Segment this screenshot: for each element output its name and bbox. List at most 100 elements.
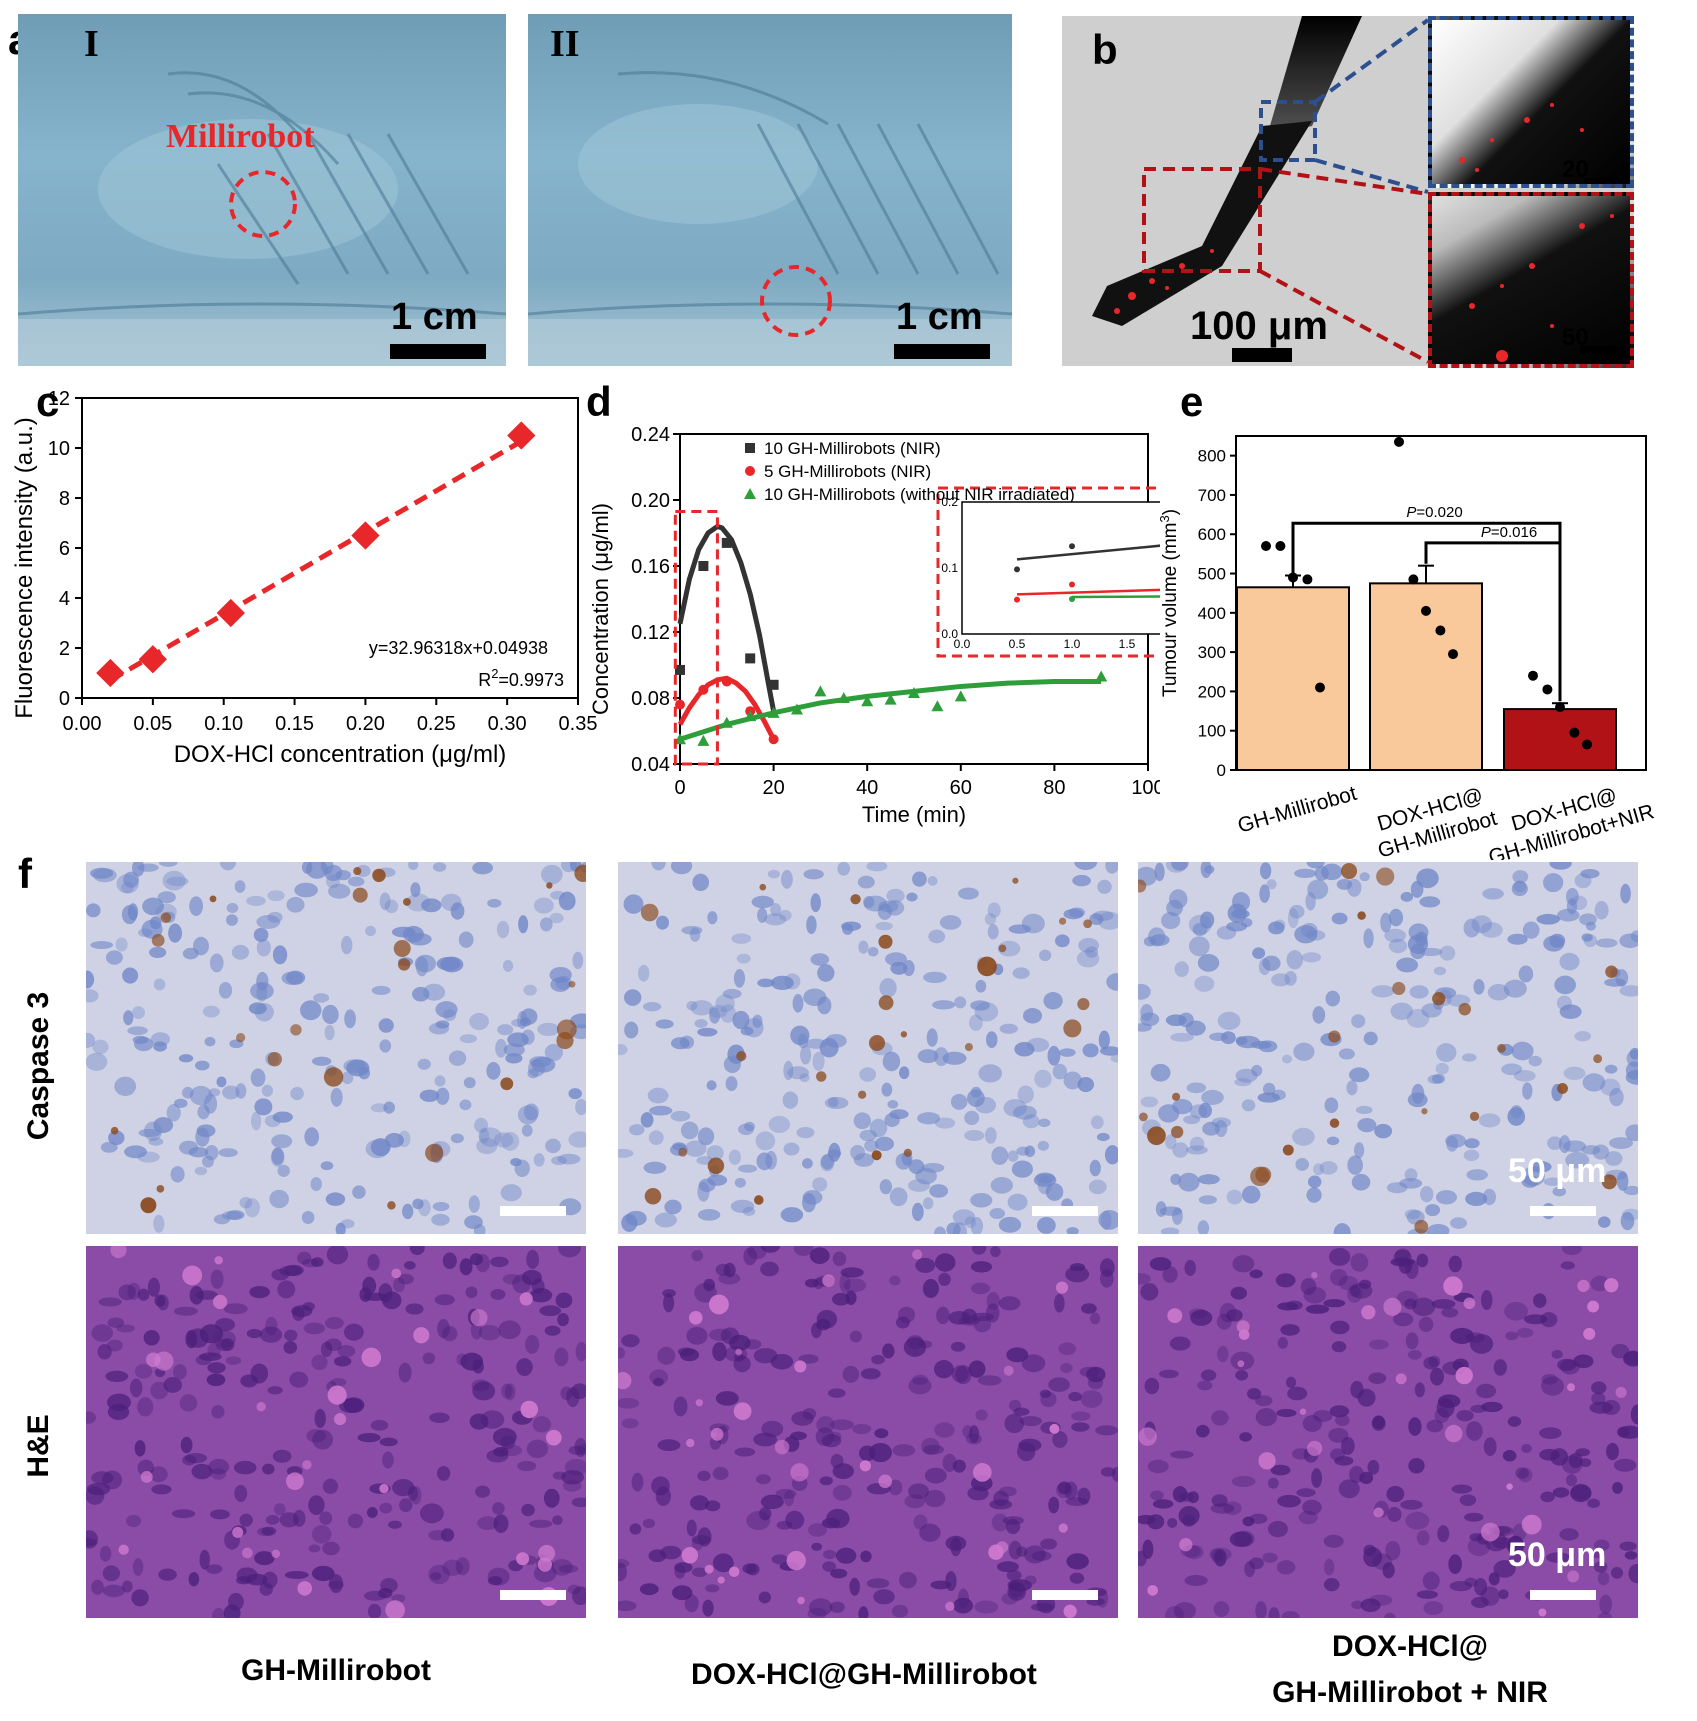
cell-nucleus bbox=[429, 1412, 450, 1424]
cell-nucleus bbox=[1331, 1341, 1347, 1353]
cell-nucleus bbox=[1022, 1008, 1043, 1024]
cell-nucleus bbox=[1211, 1117, 1231, 1128]
cell-nucleus bbox=[442, 1559, 464, 1576]
stained-spot bbox=[1376, 867, 1395, 886]
inset-y-tick-label: 0.1 bbox=[941, 561, 958, 575]
stroma-spot bbox=[681, 1547, 699, 1564]
inset-x-tick-label: 1.5 bbox=[1119, 637, 1136, 651]
cell-nucleus bbox=[680, 1121, 699, 1140]
cell-nucleus bbox=[879, 978, 897, 998]
cell-nucleus bbox=[1561, 1455, 1583, 1474]
cell-nucleus bbox=[686, 1519, 697, 1537]
cell-nucleus bbox=[1155, 1201, 1167, 1217]
cell-nucleus bbox=[209, 953, 224, 973]
cell-nucleus bbox=[1077, 1077, 1095, 1093]
cell-nucleus bbox=[256, 914, 281, 929]
cell-nucleus bbox=[923, 971, 947, 984]
cell-nucleus bbox=[207, 1342, 221, 1358]
cell-nucleus bbox=[475, 1485, 490, 1498]
cell-nucleus bbox=[313, 993, 330, 1003]
cell-nucleus bbox=[325, 1065, 338, 1077]
cell-nucleus bbox=[926, 1028, 938, 1047]
cell-nucleus bbox=[712, 1466, 729, 1481]
stained-spot bbox=[1414, 1219, 1429, 1234]
cell-nucleus bbox=[1259, 884, 1270, 903]
cell-nucleus bbox=[1579, 913, 1597, 926]
stroma-spot bbox=[361, 1347, 382, 1368]
cell-nucleus bbox=[723, 1055, 741, 1074]
x-category-label: GH-Millirobot bbox=[1235, 782, 1359, 838]
cell-nucleus bbox=[706, 1145, 724, 1161]
cell-nucleus bbox=[1262, 1552, 1278, 1563]
cell-nucleus bbox=[974, 1002, 999, 1022]
cell-nucleus bbox=[939, 915, 962, 930]
cell-nucleus bbox=[1351, 1600, 1364, 1610]
cell-nucleus bbox=[1214, 1120, 1228, 1137]
stroma-spot bbox=[413, 1327, 430, 1344]
microscope-drawing bbox=[1092, 16, 1430, 364]
cell-nucleus bbox=[1405, 1332, 1419, 1350]
caspase3-image bbox=[618, 862, 1118, 1234]
cell-nucleus bbox=[1039, 1389, 1052, 1398]
cell-nucleus bbox=[1371, 985, 1395, 998]
cell-nucleus bbox=[277, 1280, 296, 1299]
cell-nucleus bbox=[1159, 1206, 1183, 1216]
cell-nucleus bbox=[1407, 1349, 1422, 1360]
cell-nucleus bbox=[324, 1316, 344, 1330]
cell-nucleus bbox=[558, 891, 576, 911]
cell-nucleus bbox=[1277, 1494, 1301, 1508]
cell-nucleus bbox=[1467, 1536, 1491, 1557]
cell-nucleus bbox=[655, 1486, 671, 1506]
cell-nucleus bbox=[911, 1202, 924, 1222]
stroma-spot bbox=[539, 1587, 559, 1606]
cell-nucleus bbox=[574, 1437, 586, 1458]
cell-nucleus bbox=[924, 1489, 946, 1508]
cell-nucleus bbox=[768, 1115, 791, 1134]
cell-nucleus bbox=[1422, 1571, 1440, 1591]
cell-nucleus bbox=[1169, 1336, 1191, 1351]
cell-nucleus bbox=[1374, 1123, 1393, 1139]
data-point bbox=[745, 653, 756, 664]
data-point bbox=[675, 699, 685, 710]
cell-nucleus bbox=[1351, 1173, 1371, 1191]
cell-nucleus bbox=[1416, 868, 1439, 889]
stroma-spot bbox=[728, 1566, 740, 1578]
cell-nucleus bbox=[271, 1134, 293, 1149]
cell-nucleus bbox=[202, 1155, 214, 1168]
stained-spot bbox=[1138, 879, 1147, 893]
cell-nucleus bbox=[787, 1066, 810, 1080]
cell-nucleus bbox=[1204, 865, 1215, 874]
cell-nucleus bbox=[945, 1571, 957, 1592]
cell-nucleus bbox=[859, 1129, 878, 1142]
cell-nucleus bbox=[517, 1105, 538, 1125]
cell-nucleus bbox=[391, 926, 416, 938]
cell-nucleus bbox=[370, 1419, 389, 1431]
cell-nucleus bbox=[359, 1287, 372, 1302]
cell-nucleus bbox=[1347, 1155, 1363, 1175]
cell-nucleus bbox=[239, 1197, 253, 1209]
cell-nucleus bbox=[204, 1036, 216, 1047]
cell-nucleus bbox=[1625, 1124, 1638, 1142]
cell-nucleus bbox=[1285, 1376, 1297, 1389]
cell-nucleus bbox=[968, 1360, 986, 1378]
cell-nucleus bbox=[379, 1437, 398, 1447]
cell-nucleus bbox=[1007, 1150, 1019, 1162]
stained-spot bbox=[236, 1033, 246, 1043]
cell-nucleus bbox=[1184, 1574, 1208, 1586]
cell-nucleus bbox=[649, 1369, 669, 1386]
stroma-spot bbox=[140, 1471, 153, 1483]
stroma-spot bbox=[685, 1438, 695, 1448]
cell-nucleus bbox=[828, 1097, 839, 1108]
cell-nucleus bbox=[709, 1328, 732, 1342]
stroma-spot bbox=[1455, 1366, 1473, 1385]
cell-nucleus bbox=[866, 1482, 891, 1495]
cell-nucleus bbox=[125, 1514, 142, 1528]
cell-nucleus bbox=[1590, 1275, 1610, 1292]
cell-nucleus bbox=[962, 1425, 973, 1438]
cell-nucleus bbox=[369, 1483, 391, 1494]
cell-nucleus bbox=[105, 950, 123, 965]
significance-bracket-1 bbox=[1291, 521, 1562, 702]
cell-nucleus bbox=[776, 1520, 793, 1530]
cell-nucleus bbox=[545, 1138, 561, 1154]
cell-nucleus bbox=[1436, 1397, 1455, 1418]
